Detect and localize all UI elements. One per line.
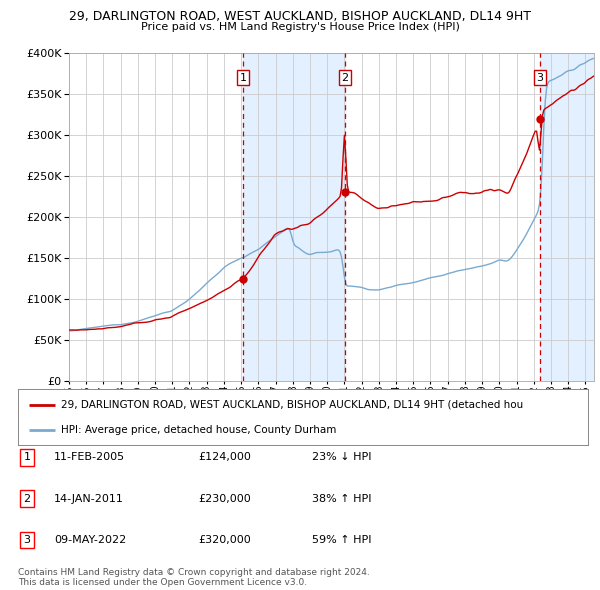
Text: Contains HM Land Registry data © Crown copyright and database right 2024.
This d: Contains HM Land Registry data © Crown c… [18, 568, 370, 587]
Text: 23% ↓ HPI: 23% ↓ HPI [312, 453, 371, 462]
Text: 09-MAY-2022: 09-MAY-2022 [54, 535, 126, 545]
Bar [540, 53, 594, 381]
Text: 3: 3 [23, 535, 31, 545]
Text: £230,000: £230,000 [198, 494, 251, 503]
Text: 1: 1 [23, 453, 31, 462]
Text: 59% ↑ HPI: 59% ↑ HPI [312, 535, 371, 545]
Text: 38% ↑ HPI: 38% ↑ HPI [312, 494, 371, 503]
Text: 14-JAN-2011: 14-JAN-2011 [54, 494, 124, 503]
Text: Price paid vs. HM Land Registry's House Price Index (HPI): Price paid vs. HM Land Registry's House … [140, 22, 460, 32]
Text: HPI: Average price, detached house, County Durham: HPI: Average price, detached house, Coun… [61, 425, 336, 435]
Text: £124,000: £124,000 [198, 453, 251, 462]
Text: 3: 3 [536, 73, 544, 83]
Bar [243, 53, 345, 381]
Text: 11-FEB-2005: 11-FEB-2005 [54, 453, 125, 462]
Text: 1: 1 [239, 73, 247, 83]
Text: 2: 2 [23, 494, 31, 503]
Text: 29, DARLINGTON ROAD, WEST AUCKLAND, BISHOP AUCKLAND, DL14 9HT (detached hou: 29, DARLINGTON ROAD, WEST AUCKLAND, BISH… [61, 399, 523, 409]
Text: 29, DARLINGTON ROAD, WEST AUCKLAND, BISHOP AUCKLAND, DL14 9HT: 29, DARLINGTON ROAD, WEST AUCKLAND, BISH… [69, 10, 531, 23]
Text: £320,000: £320,000 [198, 535, 251, 545]
Text: 2: 2 [341, 73, 349, 83]
